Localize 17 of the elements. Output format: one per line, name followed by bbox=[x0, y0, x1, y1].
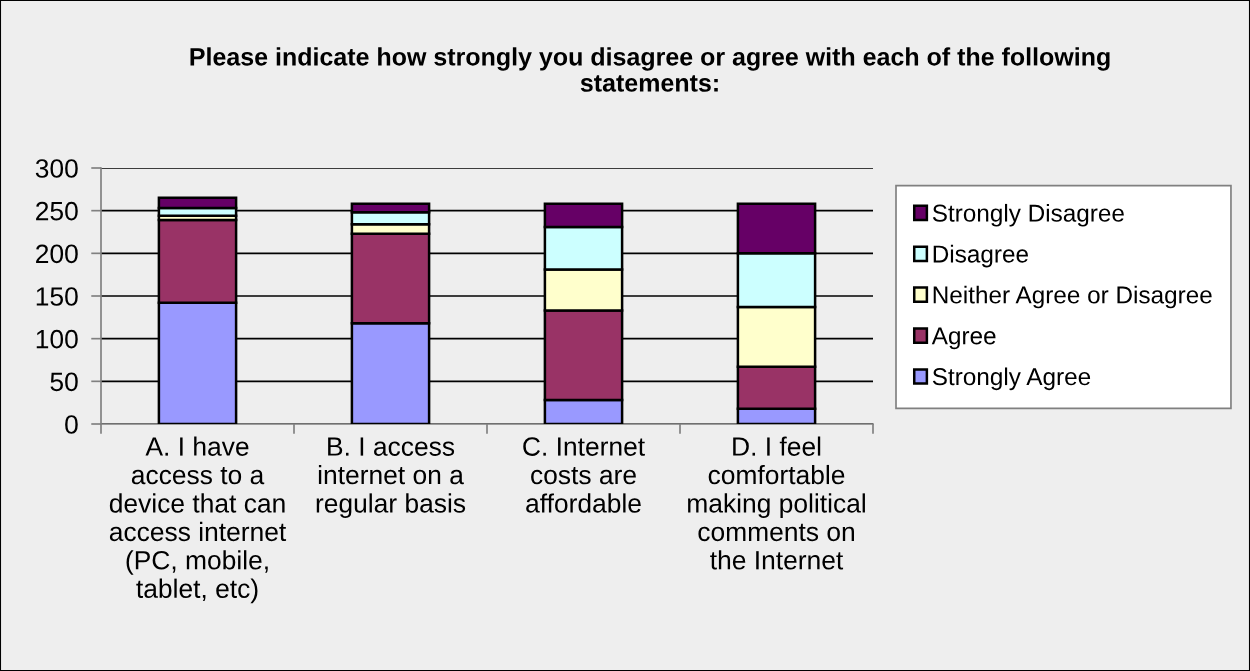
y-tick-label: 50 bbox=[50, 372, 78, 392]
legend-label: Agree bbox=[931, 327, 996, 350]
legend-label: Neither Agree or Disagree bbox=[933, 285, 1212, 309]
x-tick-label: D. I feel comfortable making political comments on the Internet bbox=[688, 436, 865, 570]
y-tick-label: 150 bbox=[36, 287, 78, 306]
x-tick-label: B. I access internet on a regular basis bbox=[316, 437, 466, 518]
legend-label: Disagree bbox=[933, 244, 1028, 268]
y-tick-label: 300 bbox=[35, 159, 78, 178]
y-tick-label: 100 bbox=[36, 329, 78, 349]
x-tick-label: C. Internet costs are affordable bbox=[523, 437, 645, 513]
legend-label: Strongly Disagree bbox=[932, 203, 1124, 227]
y-tick-label: 200 bbox=[36, 244, 78, 264]
y-tick-label: 250 bbox=[36, 201, 78, 221]
legend-label: Strongly Agree bbox=[932, 367, 1091, 391]
y-tick-label: 0 bbox=[65, 415, 78, 434]
x-tick-label: A. I have access to a device that can access internet (PC, mobile, tablet, etc) bbox=[109, 436, 287, 604]
chart-title: Please indicate how strongly you disagree or agree with each of the following statements: bbox=[190, 47, 1110, 92]
